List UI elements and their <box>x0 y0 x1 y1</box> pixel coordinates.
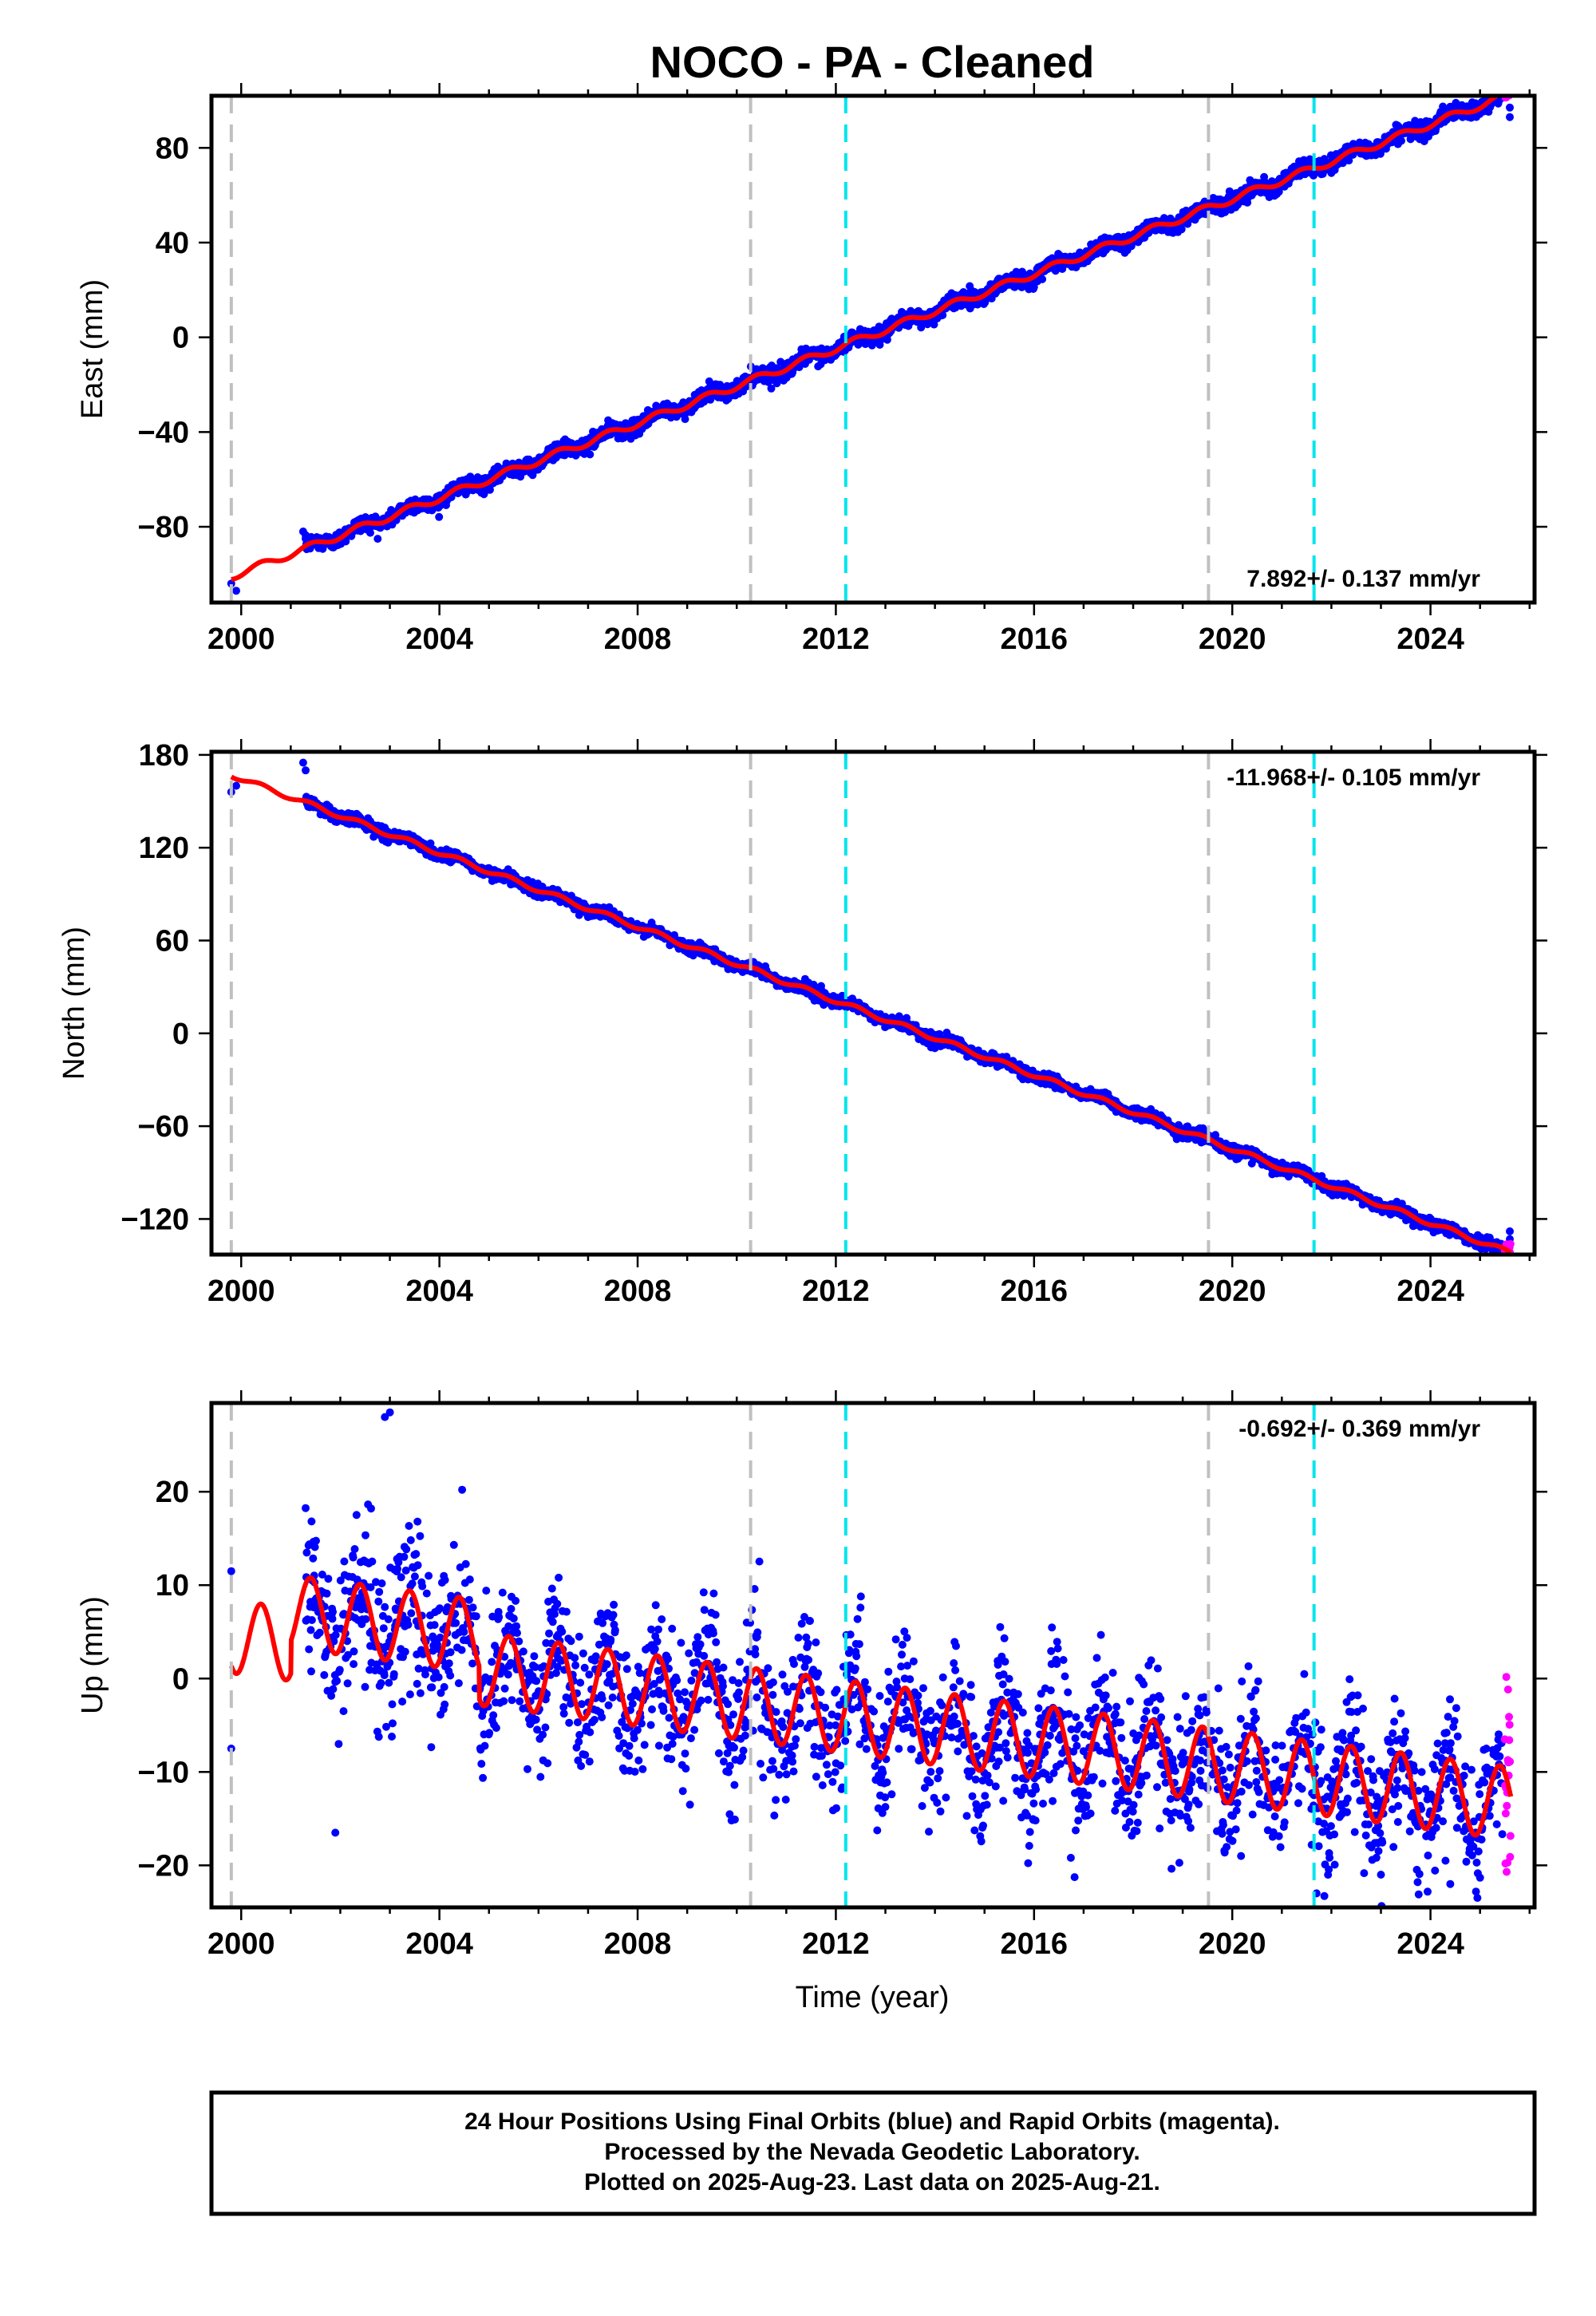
east-panel: 2000 2004 2008 2012 2016 2020 2024 −80 −40 0 40 80 E… <box>76 82 1547 656</box>
east-rapid-point <box>1506 83 1514 91</box>
east-rapid-point <box>1506 82 1514 90</box>
east-point <box>772 379 781 388</box>
east-point <box>767 384 776 393</box>
east-x-tick-label: 2024 <box>1396 622 1464 656</box>
east-frame <box>209 93 1537 605</box>
east-rapid-point <box>1504 83 1512 91</box>
east-point <box>586 450 595 459</box>
east-x-tick-label: 2012 <box>802 622 870 656</box>
east-point <box>435 512 444 521</box>
east-y-tick-label: −80 <box>138 511 189 544</box>
east-rapid-point <box>1504 83 1512 91</box>
east-y-tick-label: 80 <box>156 132 189 165</box>
north-panel: 2000 2004 2008 2012 2016 2020 2024−120−6006012… <box>57 739 1547 1308</box>
east-rapid-point <box>1503 85 1511 93</box>
east-x-tick-label: 2004 <box>405 622 473 656</box>
east-point <box>1225 187 1234 196</box>
chart-title: NOCO - PA - Cleaned <box>650 37 1095 87</box>
east-rapid-point <box>1507 86 1515 94</box>
east-point <box>373 535 382 543</box>
east-point <box>1038 275 1047 283</box>
east-x-tick-label: 2008 <box>604 622 672 656</box>
east-point <box>917 323 926 332</box>
east-point <box>302 534 310 543</box>
east-y-tick-label: 40 <box>156 227 189 260</box>
east-final-orbit-points <box>227 84 1514 595</box>
east-y-tick-label: 0 <box>172 322 189 355</box>
east-point <box>1496 84 1504 92</box>
east-rapid-point <box>1502 85 1510 93</box>
east-model-line <box>231 96 1505 582</box>
east-point <box>1177 225 1186 234</box>
east-point <box>883 335 891 344</box>
east-point <box>1397 136 1405 145</box>
east-y-tick-label: −40 <box>138 416 189 449</box>
east-point <box>232 587 240 595</box>
east-point <box>938 310 947 319</box>
east-y-axis-label: East (mm) <box>76 279 109 419</box>
east-point <box>1506 113 1514 121</box>
east-point <box>1183 219 1192 228</box>
east-point <box>1345 156 1353 165</box>
east-x-tick-label: 2000 <box>207 622 275 656</box>
north-plot-area <box>227 752 1515 1255</box>
east-rapid-orbit-points <box>1501 82 1515 102</box>
east-point <box>227 579 235 588</box>
east-plot-area <box>227 82 1515 603</box>
east-rapid-point <box>1504 85 1512 93</box>
east-point <box>1506 103 1514 112</box>
east-point <box>930 320 938 329</box>
east-point <box>366 528 374 537</box>
east-rate-label: 7.892+/- 0.137 mm/yr <box>1246 566 1480 592</box>
east-rapid-point <box>1502 87 1510 95</box>
east-point <box>795 363 804 372</box>
east-point <box>681 415 689 424</box>
east-rapid-point <box>1503 86 1511 94</box>
east-x-tick-label: 2016 <box>1001 622 1069 656</box>
east-x-tick-label: 2020 <box>1199 622 1266 656</box>
east-rapid-point <box>1501 85 1509 93</box>
east-point <box>298 528 307 536</box>
east-point <box>776 358 785 366</box>
